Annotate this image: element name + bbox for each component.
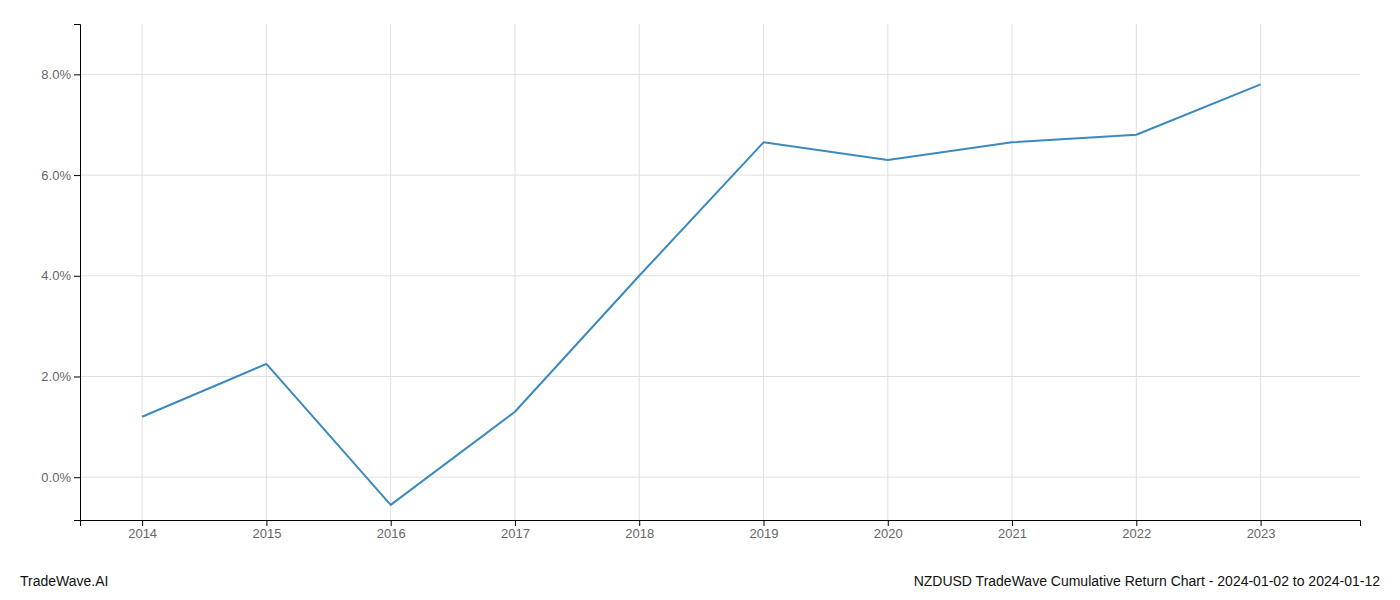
x-tick: 2022 <box>1122 520 1151 541</box>
x-tick: 2015 <box>252 520 281 541</box>
x-tick: 2016 <box>377 520 406 541</box>
y-tick-mark <box>74 376 80 377</box>
grid-line-x <box>1136 24 1137 520</box>
annotation: NZDUSD TradeWave Cumulative Return Chart… <box>914 573 1381 589</box>
y-tick-mark <box>74 276 80 277</box>
grid-line-x <box>266 24 267 520</box>
chart-container: 2014 2015 2016 2017 2018 2019 2020 2021 2022 2023… <box>0 0 1400 600</box>
y-tick-label: 2.0% <box>41 369 71 384</box>
x-tick-label: 2016 <box>377 526 406 541</box>
x-tick-label: 2019 <box>750 526 779 541</box>
annotation: TradeWave.AI <box>20 573 108 589</box>
x-tick: 2014 <box>128 520 157 541</box>
x-tick-mark <box>1136 520 1137 526</box>
grid-line-x <box>887 24 888 520</box>
x-tick-mark <box>391 520 392 526</box>
x-tick: 2017 <box>501 520 530 541</box>
y-tick: 8.0% <box>41 67 80 82</box>
grid <box>80 24 1360 520</box>
y-axis-line <box>74 25 81 521</box>
x-tick-label: 2020 <box>874 526 903 541</box>
x-tick: 2020 <box>874 520 903 541</box>
grid-line-x <box>514 24 515 520</box>
x-axis: 2014 2015 2016 2017 2018 2019 2020 2021 2022 2023 <box>81 520 1361 541</box>
grid-line-y <box>80 175 1360 176</box>
grid-line-x <box>1012 24 1013 520</box>
y-tick-label: 4.0% <box>41 268 71 283</box>
x-tick: 2018 <box>625 520 654 541</box>
grid-line-x <box>763 24 764 520</box>
y-tick-mark <box>74 175 80 176</box>
y-tick-label: 8.0% <box>41 67 71 82</box>
x-tick-label: 2018 <box>625 526 654 541</box>
x-tick-label: 2015 <box>252 526 281 541</box>
chart-svg: 2014 2015 2016 2017 2018 2019 2020 2021 2022 2023… <box>0 0 1400 600</box>
y-tick-label: 0.0% <box>41 470 71 485</box>
grid-line-x <box>639 24 640 520</box>
plot-area <box>142 84 1260 504</box>
x-tick-mark <box>763 520 764 526</box>
grid-line-x <box>1260 24 1261 520</box>
grid-line-y <box>80 74 1360 75</box>
grid-line-x <box>142 24 143 520</box>
x-tick-label: 2014 <box>128 526 157 541</box>
grid-line-y <box>80 477 1360 478</box>
y-tick-mark <box>74 74 80 75</box>
y-axis: 0.0% 2.0% 4.0% 6.0% 8.0% <box>41 25 80 521</box>
grid-line-y <box>80 275 1360 276</box>
y-tick: 2.0% <box>41 369 80 384</box>
x-tick: 2023 <box>1247 520 1276 541</box>
y-tick-mark <box>74 477 80 478</box>
x-tick-mark <box>888 520 889 526</box>
x-tick-mark <box>1012 520 1013 526</box>
x-tick-mark <box>266 520 267 526</box>
x-tick-mark <box>1261 520 1262 526</box>
line <box>142 84 1260 504</box>
x-tick: 2019 <box>750 520 779 541</box>
grid-line-y <box>80 376 1360 377</box>
x-tick-mark <box>639 520 640 526</box>
y-tick: 0.0% <box>41 470 80 485</box>
y-tick: 4.0% <box>41 268 80 283</box>
x-tick-mark <box>515 520 516 526</box>
x-axis-line <box>81 521 1361 527</box>
y-tick-label: 6.0% <box>41 168 71 183</box>
y-tick: 6.0% <box>41 168 80 183</box>
grid-line-x <box>390 24 391 520</box>
x-tick-label: 2022 <box>1122 526 1151 541</box>
x-tick-label: 2023 <box>1247 526 1276 541</box>
x-tick-mark <box>142 520 143 526</box>
x-tick-label: 2021 <box>998 526 1027 541</box>
x-tick: 2021 <box>998 520 1027 541</box>
x-tick-label: 2017 <box>501 526 530 541</box>
